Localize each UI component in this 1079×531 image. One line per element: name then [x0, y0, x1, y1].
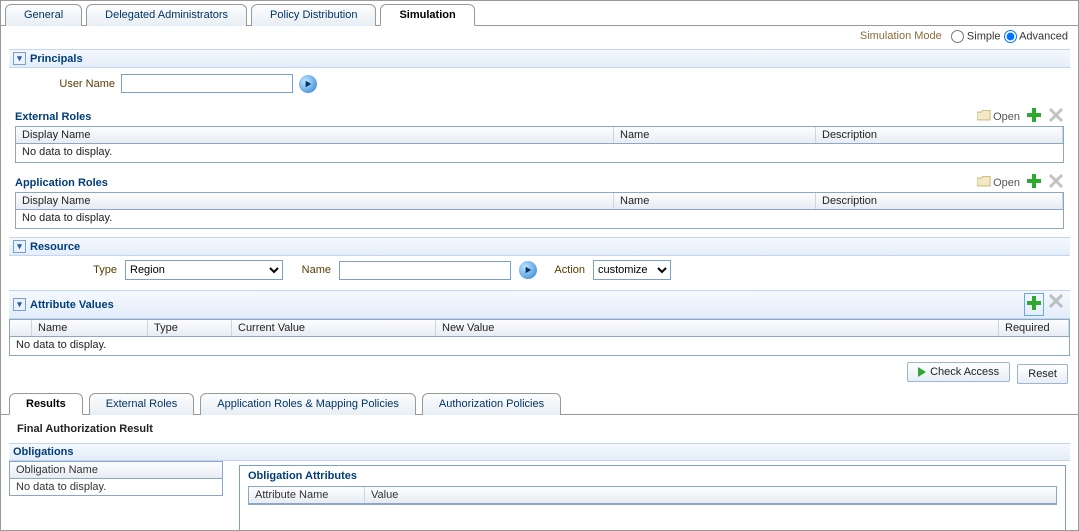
- folder-icon: [977, 110, 991, 124]
- tab-delegated-administrators[interactable]: Delegated Administrators: [86, 4, 247, 26]
- reset-button[interactable]: Reset: [1017, 364, 1068, 384]
- obligations-grid: Obligation Name No data to display.: [9, 461, 223, 496]
- principals-section: ▾ Principals User Name External Roles Op…: [9, 49, 1070, 229]
- tab-policy-distribution[interactable]: Policy Distribution: [251, 4, 376, 26]
- col-name: Name: [614, 127, 816, 143]
- attributes-delete-icon[interactable]: [1048, 293, 1064, 316]
- col-blank: [10, 320, 32, 336]
- attributes-empty: No data to display.: [10, 337, 1069, 355]
- resource-name-input[interactable]: [339, 261, 511, 280]
- obligations-title: Obligations: [9, 443, 1070, 461]
- resource-name-label: Name: [291, 264, 331, 276]
- col-current-value: Current Value: [232, 320, 436, 336]
- tab-general[interactable]: General: [5, 4, 82, 26]
- application-roles-grid: Display Name Name Description No data to…: [15, 192, 1064, 229]
- col-attr-type: Type: [148, 320, 232, 336]
- tab-simulation[interactable]: Simulation: [380, 4, 474, 26]
- attributes-add-icon[interactable]: [1024, 293, 1044, 316]
- user-name-input[interactable]: [121, 74, 293, 93]
- col-attr-name: Name: [32, 320, 148, 336]
- application-roles-title: Application Roles: [15, 175, 108, 191]
- external-roles-empty: No data to display.: [16, 144, 1063, 162]
- user-lookup-icon[interactable]: [299, 75, 317, 93]
- resource-type-select[interactable]: Region: [125, 260, 283, 280]
- col-required: Required: [999, 320, 1069, 336]
- final-authorization-result-label: Final Authorization Result: [1, 415, 1078, 443]
- result-tabs: Results External Roles Application Roles…: [1, 392, 1078, 415]
- subtab-external-roles[interactable]: External Roles: [89, 393, 195, 415]
- external-roles-open-link[interactable]: Open: [977, 110, 1020, 124]
- obligations-empty: No data to display.: [10, 479, 222, 495]
- resource-title: Resource: [30, 241, 80, 253]
- application-roles-empty: No data to display.: [16, 210, 1063, 228]
- attributes-collapse-icon[interactable]: ▾: [13, 298, 26, 311]
- mode-advanced-radio[interactable]: [1004, 30, 1017, 43]
- resource-type-label: Type: [57, 264, 117, 276]
- simulation-mode-label: Simulation Mode: [860, 30, 942, 42]
- resource-collapse-icon[interactable]: ▾: [13, 240, 26, 253]
- subtab-authorization-policies[interactable]: Authorization Policies: [422, 393, 561, 415]
- check-access-button[interactable]: Check Access: [907, 362, 1010, 382]
- folder-icon: [977, 176, 991, 190]
- col-attribute-name: Attribute Name: [249, 487, 365, 503]
- col-attribute-value: Value: [365, 487, 1056, 503]
- user-name-label: User Name: [39, 78, 115, 90]
- external-roles-grid: Display Name Name Description No data to…: [15, 126, 1064, 163]
- resource-action-select[interactable]: customize: [593, 260, 671, 280]
- application-roles-delete-icon[interactable]: [1048, 173, 1064, 192]
- principals-collapse-icon[interactable]: ▾: [13, 52, 26, 65]
- col-new-value: New Value: [436, 320, 999, 336]
- resource-action-label: Action: [545, 264, 585, 276]
- external-roles-add-icon[interactable]: [1026, 107, 1042, 126]
- external-roles-title: External Roles: [15, 109, 91, 125]
- play-icon: [918, 367, 926, 377]
- col-description: Description: [816, 127, 1063, 143]
- application-roles-open-link[interactable]: Open: [977, 176, 1020, 190]
- obligation-attributes-grid: Attribute Name Value: [248, 486, 1057, 505]
- col-description: Description: [816, 193, 1063, 209]
- attributes-title: Attribute Values: [30, 299, 114, 311]
- attributes-grid: Name Type Current Value New Value Requir…: [9, 319, 1070, 356]
- mode-simple-radio[interactable]: [951, 30, 964, 43]
- col-display-name: Display Name: [16, 193, 614, 209]
- application-roles-add-icon[interactable]: [1026, 173, 1042, 192]
- subtab-results[interactable]: Results: [9, 393, 83, 415]
- subtab-application-roles-mapping[interactable]: Application Roles & Mapping Policies: [200, 393, 416, 415]
- main-scroll-area[interactable]: General Delegated Administrators Policy …: [0, 0, 1079, 531]
- obligation-attributes-scroll[interactable]: Obligation Attributes Attribute Name Val…: [239, 465, 1066, 531]
- col-obligation-name: Obligation Name: [10, 462, 222, 479]
- resource-lookup-icon[interactable]: [519, 261, 537, 279]
- simulation-mode-row: Simulation Mode Simple Advanced: [1, 26, 1078, 47]
- col-name: Name: [614, 193, 816, 209]
- resource-section: ▾ Resource Type Region Name Action custo…: [9, 237, 1070, 284]
- external-roles-delete-icon[interactable]: [1048, 107, 1064, 126]
- col-display-name: Display Name: [16, 127, 614, 143]
- principals-title: Principals: [30, 53, 83, 65]
- top-tabs: General Delegated Administrators Policy …: [1, 1, 1078, 26]
- mode-simple-label: Simple: [967, 30, 1001, 42]
- obligation-attributes-title: Obligation Attributes: [242, 468, 1063, 484]
- mode-advanced-label: Advanced: [1019, 30, 1068, 42]
